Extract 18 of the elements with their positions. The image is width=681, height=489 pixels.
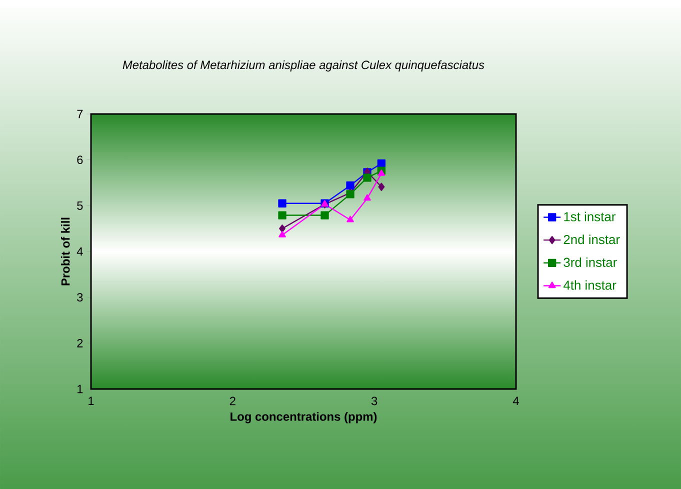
x-axis-title: Log concentrations (ppm) xyxy=(230,412,377,424)
y-tick-label: 2 xyxy=(77,338,83,348)
x-tick-label: 1 xyxy=(88,396,94,405)
y-axis-title: Probit of kill xyxy=(60,218,70,286)
y-tick-label: 5 xyxy=(77,201,83,210)
y-tick-label: 1 xyxy=(77,384,83,394)
y-tick-label: 7 xyxy=(77,110,83,118)
legend-label: 2nd instar xyxy=(564,234,620,244)
legend-label: 1st instar xyxy=(564,212,616,222)
chart-title: Metabolites of Metarhizium anispliae against Culex quinquefasciatus xyxy=(122,60,484,72)
y-tick-label: 4 xyxy=(76,247,83,256)
legend-label: 3rd instar xyxy=(564,257,617,267)
legend-label: 4th instar xyxy=(563,280,616,290)
x-tick-label: 3 xyxy=(371,396,378,406)
y-tick-label: 6 xyxy=(77,156,83,164)
y-tick-label: 3 xyxy=(77,293,83,302)
x-tick-label: 2 xyxy=(230,396,236,406)
x-tick-label: 4 xyxy=(512,396,519,405)
